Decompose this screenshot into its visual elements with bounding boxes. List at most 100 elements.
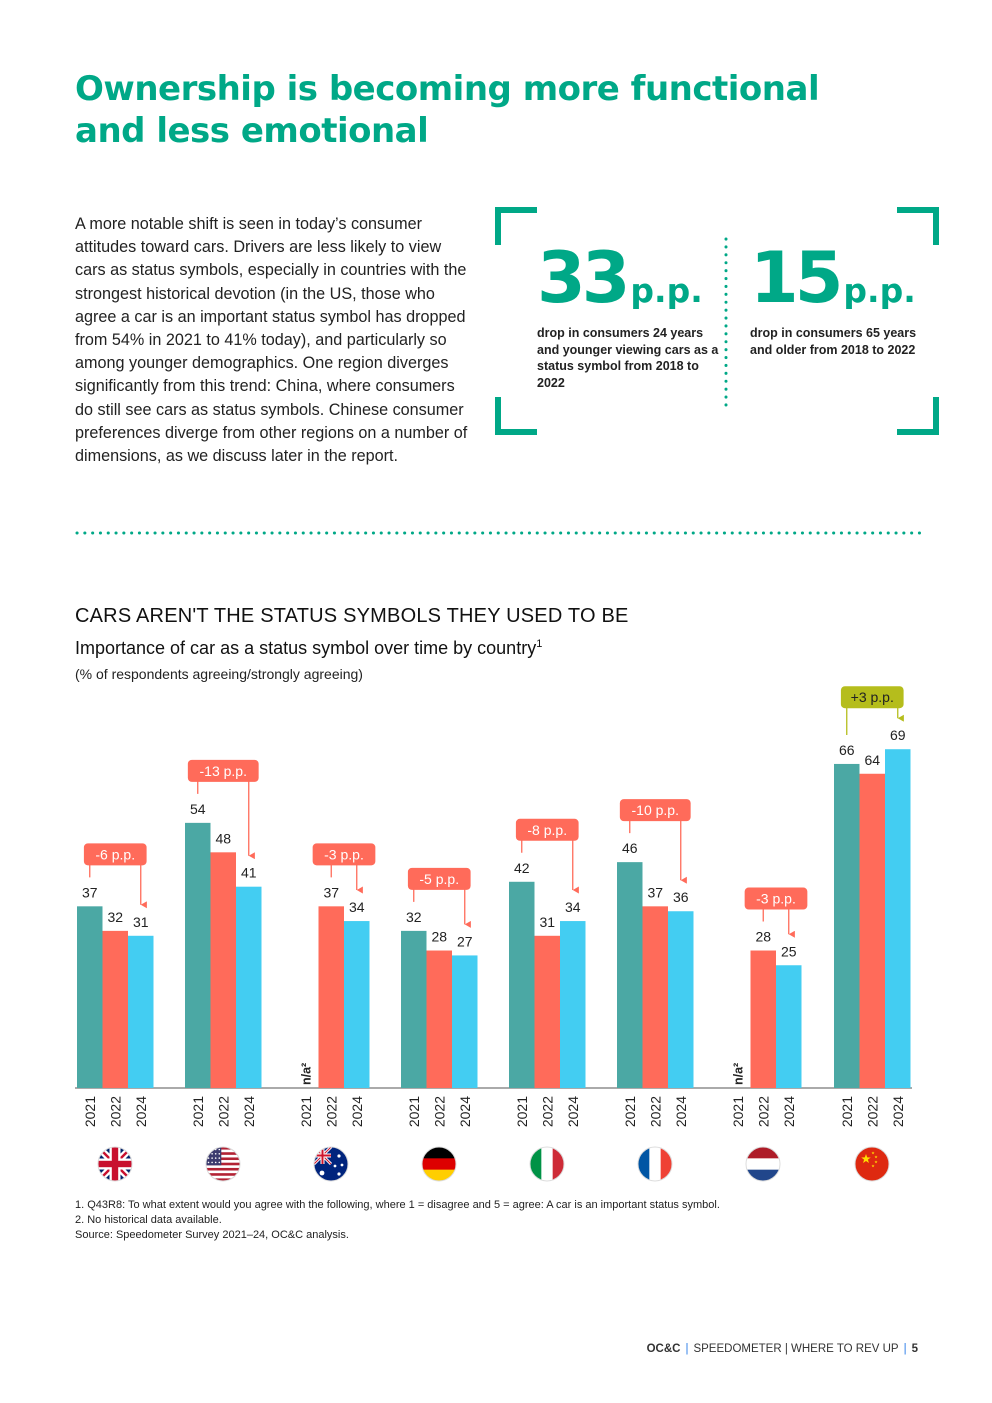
bar-value-label: 28 <box>755 929 771 945</box>
bar-value-label: 46 <box>622 840 638 856</box>
change-badge <box>744 887 808 910</box>
change-annotation: -10 p.p. <box>619 799 691 884</box>
bar-2021 <box>617 862 643 1088</box>
bar-value-label: 25 <box>781 943 797 959</box>
bar-2024 <box>452 955 478 1088</box>
change-annotation: -6 p.p. <box>83 843 147 909</box>
change-badge <box>515 818 579 841</box>
chart-note: (% of respondents agreeing/strongly agre… <box>75 666 363 682</box>
year-label: 2022 <box>431 1096 447 1127</box>
change-badge <box>840 686 904 709</box>
footer-brand: OC&C <box>646 1343 681 1355</box>
na-label: n/a² <box>731 1063 745 1085</box>
netherlands-flag-icon <box>745 1146 781 1182</box>
stat-15pp: 15 p.p. drop in consumers 65 years and ol… <box>750 243 940 358</box>
page-number: 5 <box>911 1343 918 1355</box>
bar-2021 <box>401 930 427 1088</box>
year-label: 2024 <box>673 1096 689 1127</box>
page-title-line2: and less emotional <box>75 111 429 151</box>
stat-33pp: 33 p.p. drop in consumers 24 years and yo… <box>537 243 727 391</box>
bar-value-label: 34 <box>565 899 581 915</box>
year-label: 2022 <box>107 1096 123 1127</box>
change-label: +3 p.p. <box>851 689 894 705</box>
change-label: -5 p.p. <box>419 871 459 887</box>
bar-2022 <box>534 935 560 1088</box>
footnotes: 1. Q43R8: To what extent would you agree… <box>75 1198 720 1243</box>
bar-2022 <box>318 906 344 1088</box>
section-divider <box>75 531 925 535</box>
stat-unit: p.p. <box>630 271 703 310</box>
chart-heading: CARS AREN'T THE STATUS SYMBOLS THEY USED… <box>75 605 629 627</box>
footnote-ref: 1 <box>536 638 543 650</box>
bar-2024 <box>668 911 694 1088</box>
bar-value-label: 37 <box>82 884 98 900</box>
year-label: 2024 <box>457 1096 473 1127</box>
year-label: 2022 <box>864 1096 880 1127</box>
bar-value-label: 64 <box>864 752 880 768</box>
bar-2022 <box>210 852 236 1088</box>
year-label: 2021 <box>298 1096 314 1127</box>
bar-2021 <box>77 906 103 1088</box>
stat-value: 15 <box>750 237 843 319</box>
footnote: 1. Q43R8: To what extent would you agree… <box>75 1199 720 1211</box>
change-label: -3 p.p. <box>756 891 796 907</box>
country-group-china: 66 2021 64 2022 69 2024 +3 p.p. <box>834 686 911 1182</box>
bar-2021 <box>834 763 860 1088</box>
bar-2022 <box>859 773 885 1088</box>
bar-2022 <box>750 950 776 1088</box>
change-label: -6 p.p. <box>95 846 135 862</box>
country-group-netherlands: n/a² 2021 28 2022 25 2024 -3 p.p. <box>730 887 808 1182</box>
uk-flag-icon <box>97 1146 133 1182</box>
stat-description: drop in consumers 24 years and younger v… <box>537 326 719 390</box>
change-annotation: -5 p.p. <box>407 867 471 928</box>
bracket-frame <box>495 207 939 435</box>
us-flag-icon <box>205 1146 241 1182</box>
chart-subheading-text: Importance of car as a status symbol ove… <box>75 638 537 658</box>
stat-callout: 33 p.p. drop in consumers 24 years and yo… <box>495 207 939 435</box>
country-group-italy: 42 2021 31 2022 34 2024 -8 p.p. <box>509 818 586 1182</box>
source-note: Source: Speedometer Survey 2021–24, OC&C… <box>75 1229 349 1241</box>
footer-section: SPEEDOMETER | WHERE TO REV UP <box>693 1343 899 1355</box>
change-label: -3 p.p. <box>324 846 364 862</box>
change-label: -10 p.p. <box>632 802 679 818</box>
year-label: 2022 <box>323 1096 339 1127</box>
bar-2024 <box>560 921 586 1088</box>
bar-value-label: 34 <box>349 899 365 915</box>
country-group-australia: n/a² 2021 37 2022 34 2024 -3 p.p. <box>298 843 376 1182</box>
change-annotation: -8 p.p. <box>515 818 579 894</box>
stat-unit: p.p. <box>843 271 916 310</box>
year-label: 2022 <box>647 1096 663 1127</box>
bar-value-label: 48 <box>215 830 231 846</box>
bar-value-label: 31 <box>539 914 555 930</box>
china-flag-icon <box>854 1146 890 1182</box>
year-label: 2021 <box>406 1096 422 1127</box>
na-label: n/a² <box>299 1063 313 1085</box>
change-annotation: -3 p.p. <box>312 843 376 894</box>
year-label: 2021 <box>839 1096 855 1127</box>
year-label: 2024 <box>133 1096 149 1127</box>
bar-2024 <box>236 886 262 1088</box>
country-group-france: 46 2021 37 2022 36 2024 -10 p.p. <box>617 799 694 1182</box>
year-label: 2024 <box>241 1096 257 1127</box>
bar-value-label: 41 <box>241 865 257 881</box>
bar-2021 <box>509 881 535 1088</box>
change-annotation: -13 p.p. <box>187 759 259 860</box>
bar-2024 <box>128 935 154 1088</box>
country-group-us: 54 2021 48 2022 41 2024 -13 p.p. <box>185 759 262 1182</box>
change-badge <box>187 759 259 782</box>
bar-value-label: 54 <box>190 801 206 817</box>
country-group-germany: 32 2021 28 2022 27 2024 -5 p.p. <box>401 867 478 1182</box>
australia-flag-icon <box>313 1146 349 1182</box>
change-annotation: -3 p.p. <box>744 887 808 938</box>
year-label: 2021 <box>514 1096 530 1127</box>
france-flag-icon <box>637 1146 673 1182</box>
year-label: 2021 <box>730 1096 746 1127</box>
change-badge <box>407 867 471 890</box>
stat-value: 33 <box>537 237 630 319</box>
bar-2024 <box>776 965 802 1088</box>
year-label: 2021 <box>190 1096 206 1127</box>
stat-description: drop in consumers 65 years and older fro… <box>750 326 917 357</box>
country-group-uk: 37 2021 32 2022 31 2024 -6 p.p. <box>77 843 154 1182</box>
bar-value-label: 37 <box>323 884 339 900</box>
